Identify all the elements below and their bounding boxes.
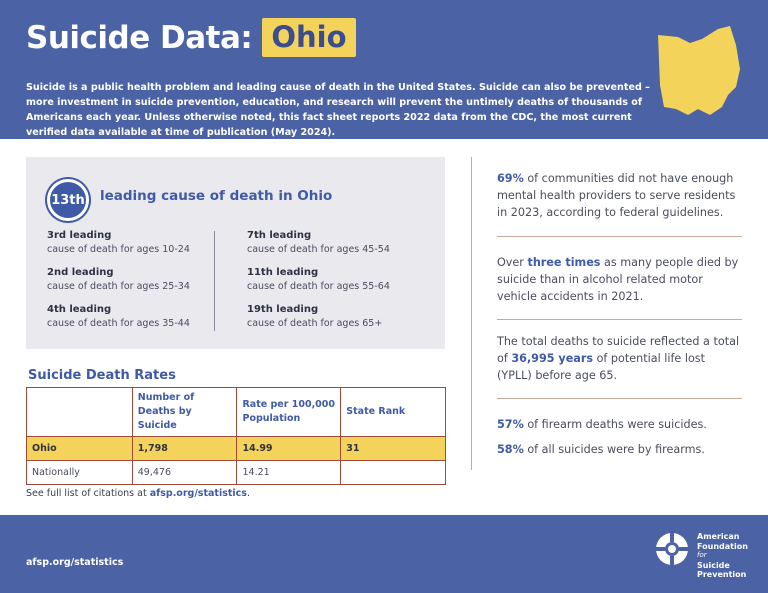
stat-years-of-life-lost: The total deaths to suicide reflected a … xyxy=(497,333,742,384)
leading-cause-card: 13th leading cause of death in Ohio 3rd … xyxy=(26,157,445,349)
rank-badge: 13th xyxy=(47,179,89,221)
org-name-line: Prevention xyxy=(697,570,747,579)
rank-item-label: 2nd leading xyxy=(47,267,114,278)
stat-divider xyxy=(497,319,742,320)
intro-paragraph: Suicide is a public health problem and l… xyxy=(26,82,650,138)
rank-item: 3rd leading cause of death for ages 10-2… xyxy=(47,229,190,266)
rank-item: 7th leading cause of death for ages 45-5… xyxy=(247,229,390,266)
org-name-line: Foundation xyxy=(697,541,748,551)
ohio-state-map-icon xyxy=(658,26,740,115)
stat-text: as many people died by suicide than in a… xyxy=(497,256,739,303)
stat-highlight: 69% xyxy=(497,172,524,185)
stat-motor-vehicle-comparison: Over three times as many people died by … xyxy=(497,254,742,305)
table-header-cell: Rate per 100,000 Population xyxy=(236,387,342,437)
stat-provider-shortage: 69% of communities did not have enough m… xyxy=(497,170,742,221)
stat-highlight: 58% xyxy=(497,443,524,456)
footer-banner: afsp.org/statistics American Foundation … xyxy=(0,515,768,593)
rank-item-label: 7th leading xyxy=(247,230,312,241)
rank-headline: leading cause of death in Ohio xyxy=(100,188,333,204)
stat-text: of potential life lost (YPLL) before age… xyxy=(497,352,706,382)
rank-item-description: cause of death for ages 35-44 xyxy=(47,318,190,329)
stat-prefix: The total deaths to suicide reflected a … xyxy=(497,335,740,365)
citations-link[interactable]: afsp.org/statistics xyxy=(149,488,247,499)
rank-item-description: cause of death for ages 65+ xyxy=(247,318,383,329)
rank-column-left: 3rd leading cause of death for ages 10-2… xyxy=(47,229,190,340)
state-name-badge: Ohio xyxy=(262,18,356,57)
stat-prefix: Over xyxy=(497,256,528,269)
rank-item-description: cause of death for ages 55-64 xyxy=(247,281,390,292)
stat-text: of communities did not have enough menta… xyxy=(497,172,736,219)
rates-section-title: Suicide Death Rates xyxy=(28,368,176,383)
table-cell: Nationally xyxy=(26,460,133,485)
header-banner: Suicide Data: Ohio Suicide is a public h… xyxy=(0,0,768,139)
citations-note: See full list of citations at afsp.org/s… xyxy=(26,488,250,499)
title-text: Suicide Data: xyxy=(26,19,253,56)
rank-item: 19th leading cause of death for ages 65+ xyxy=(247,303,390,340)
rank-item-label: 19th leading xyxy=(247,304,319,315)
stat-divider xyxy=(497,236,742,237)
suicide-rates-table: Number of Deaths by Suicide Rate per 100… xyxy=(26,387,446,485)
table-header-row: Number of Deaths by Suicide Rate per 100… xyxy=(26,387,446,437)
table-cell: 1,798 xyxy=(131,436,238,461)
table-cell xyxy=(340,460,446,485)
rank-item: 2nd leading cause of death for ages 25-3… xyxy=(47,266,190,303)
stat-suicides-by-firearm: 58% of all suicides were by firearms. xyxy=(497,441,742,458)
org-name-line: Suicide xyxy=(697,560,730,570)
rank-item: 11th leading cause of death for ages 55-… xyxy=(247,266,390,303)
rank-divider xyxy=(214,231,215,331)
afsp-organization-name: American Foundation for Suicide Preventi… xyxy=(697,532,748,580)
table-cell: 49,476 xyxy=(131,460,238,485)
stat-text: of all suicides were by firearms. xyxy=(523,443,705,456)
rank-item-description: cause of death for ages 25-34 xyxy=(47,281,190,292)
afsp-lifebuoy-logo-icon xyxy=(656,533,688,565)
page-title: Suicide Data: Ohio xyxy=(26,18,356,57)
rank-item-label: 3rd leading xyxy=(47,230,112,241)
table-row-national: Nationally 49,476 14.21 xyxy=(26,460,446,485)
table-header-cell: State Rank xyxy=(340,387,446,437)
rank-item-label: 11th leading xyxy=(247,267,319,278)
org-name-line: American xyxy=(697,532,740,541)
table-cell: 14.99 xyxy=(236,436,342,461)
stat-highlight: 36,995 years xyxy=(511,352,594,365)
footer-url-link[interactable]: afsp.org/statistics xyxy=(26,557,124,568)
table-row-ohio: Ohio 1,798 14.99 31 xyxy=(26,436,446,461)
rank-item-description: cause of death for ages 10-24 xyxy=(47,244,190,255)
citations-prefix: See full list of citations at xyxy=(26,488,150,499)
stat-text: of firearm deaths were suicides. xyxy=(523,418,707,431)
table-cell: 14.21 xyxy=(236,460,342,485)
stat-firearm-deaths: 57% of firearm deaths were suicides. xyxy=(497,416,742,433)
rank-column-right: 7th leading cause of death for ages 45-5… xyxy=(247,229,390,340)
table-header-cell: Number of Deaths by Suicide xyxy=(131,387,238,437)
column-divider xyxy=(471,157,472,470)
rank-item-description: cause of death for ages 45-54 xyxy=(247,244,390,255)
table-cell: Ohio xyxy=(26,436,133,461)
stat-divider xyxy=(497,398,742,399)
stat-highlight: 57% xyxy=(497,418,524,431)
table-header-cell xyxy=(26,387,133,437)
table-cell: 31 xyxy=(340,436,446,461)
stat-highlight: three times xyxy=(527,256,601,269)
rank-item: 4th leading cause of death for ages 35-4… xyxy=(47,303,190,340)
rank-item-label: 4th leading xyxy=(47,304,112,315)
citations-suffix: . xyxy=(246,488,250,499)
org-name-line: for xyxy=(697,551,707,559)
